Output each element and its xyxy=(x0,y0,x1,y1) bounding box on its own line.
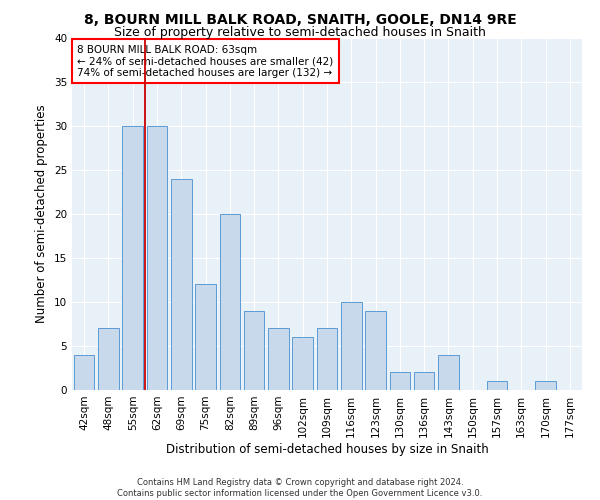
Bar xyxy=(146,126,167,390)
Bar xyxy=(535,381,556,390)
Y-axis label: Number of semi-detached properties: Number of semi-detached properties xyxy=(35,104,49,323)
Text: Size of property relative to semi-detached houses in Snaith: Size of property relative to semi-detach… xyxy=(114,26,486,39)
Bar xyxy=(438,355,459,390)
X-axis label: Distribution of semi-detached houses by size in Snaith: Distribution of semi-detached houses by … xyxy=(166,442,488,456)
Bar xyxy=(244,310,265,390)
Bar xyxy=(171,178,191,390)
Bar xyxy=(389,372,410,390)
Bar xyxy=(487,381,508,390)
Text: 8, BOURN MILL BALK ROAD, SNAITH, GOOLE, DN14 9RE: 8, BOURN MILL BALK ROAD, SNAITH, GOOLE, … xyxy=(83,12,517,26)
Bar xyxy=(98,328,119,390)
Bar xyxy=(317,328,337,390)
Bar xyxy=(292,337,313,390)
Bar xyxy=(122,126,143,390)
Text: Contains HM Land Registry data © Crown copyright and database right 2024.
Contai: Contains HM Land Registry data © Crown c… xyxy=(118,478,482,498)
Text: 8 BOURN MILL BALK ROAD: 63sqm
← 24% of semi-detached houses are smaller (42)
74%: 8 BOURN MILL BALK ROAD: 63sqm ← 24% of s… xyxy=(77,44,334,78)
Bar xyxy=(220,214,240,390)
Bar xyxy=(341,302,362,390)
Bar xyxy=(414,372,434,390)
Bar xyxy=(365,310,386,390)
Bar xyxy=(74,355,94,390)
Bar xyxy=(268,328,289,390)
Bar xyxy=(195,284,216,390)
